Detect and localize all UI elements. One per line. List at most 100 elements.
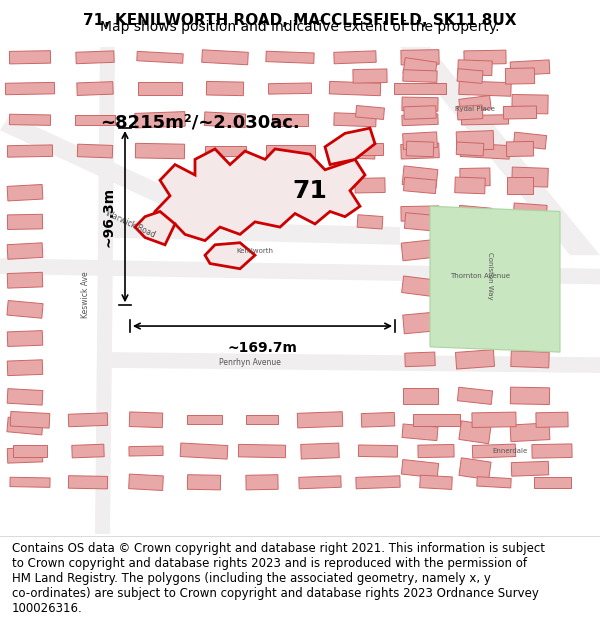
Polygon shape [135, 211, 175, 245]
Bar [458, 206, 491, 222]
Bar [297, 412, 343, 428]
Bar [187, 475, 221, 490]
Bar [238, 444, 286, 458]
Bar [510, 60, 550, 76]
Bar [511, 277, 550, 296]
Bar [455, 276, 495, 297]
Bar [512, 94, 548, 114]
Text: Penrhyn Avenue: Penrhyn Avenue [219, 358, 281, 367]
Bar [511, 240, 548, 260]
Bar [205, 146, 245, 156]
Bar [75, 114, 115, 125]
Polygon shape [430, 206, 560, 352]
Bar [72, 444, 104, 458]
Bar [503, 106, 536, 119]
Bar [457, 105, 483, 120]
Text: Kenilworth: Kenilworth [236, 248, 274, 254]
Text: Coniston Way: Coniston Way [487, 253, 493, 300]
Bar [68, 476, 107, 489]
Bar [403, 312, 437, 334]
Bar [512, 167, 548, 187]
Bar [405, 352, 435, 367]
Bar [266, 51, 314, 63]
Bar [472, 412, 516, 428]
Bar [511, 311, 549, 335]
Polygon shape [325, 128, 375, 164]
Bar [403, 177, 437, 194]
Bar [7, 418, 43, 435]
Bar [457, 214, 483, 229]
Bar [456, 142, 484, 156]
Bar [505, 68, 535, 84]
Bar [459, 421, 491, 444]
Bar [472, 444, 515, 458]
Bar [507, 177, 533, 194]
Bar [7, 301, 43, 318]
Text: 71, KENILWORTH ROAD, MACCLESFIELD, SK11 8UX: 71, KENILWORTH ROAD, MACCLESFIELD, SK11 … [83, 13, 517, 28]
Bar [355, 178, 385, 193]
Polygon shape [100, 220, 400, 245]
Bar [403, 70, 437, 82]
Bar [401, 459, 439, 478]
Bar [404, 213, 436, 231]
Polygon shape [95, 47, 115, 534]
Bar [455, 314, 494, 331]
Bar [511, 387, 550, 404]
Text: 71: 71 [293, 179, 328, 202]
Bar [458, 60, 492, 76]
Bar [246, 475, 278, 490]
Bar [7, 448, 43, 463]
Text: Contains OS data © Crown copyright and database right 2021. This information is : Contains OS data © Crown copyright and d… [12, 542, 545, 614]
Bar [138, 82, 182, 95]
Bar [511, 351, 549, 368]
Bar [510, 423, 550, 442]
Bar [461, 114, 509, 125]
Bar [5, 82, 55, 95]
Bar [135, 112, 185, 128]
Bar [464, 50, 506, 64]
Bar [418, 444, 454, 458]
Bar [477, 477, 511, 488]
Bar [13, 445, 47, 457]
Polygon shape [0, 258, 600, 284]
Bar [404, 106, 436, 119]
Bar [265, 145, 314, 158]
Bar [514, 132, 547, 149]
Bar [299, 476, 341, 489]
Bar [402, 166, 438, 188]
Bar [356, 476, 400, 489]
Bar [7, 242, 43, 259]
Text: ~169.7m: ~169.7m [227, 341, 298, 354]
Polygon shape [100, 352, 600, 373]
Bar [458, 239, 493, 261]
Bar [7, 184, 43, 201]
Bar [401, 143, 439, 159]
Bar [403, 132, 437, 149]
Bar [136, 143, 185, 159]
Bar [459, 81, 511, 96]
Text: Keswick Ave: Keswick Ave [80, 271, 89, 318]
Bar [10, 478, 50, 488]
Bar [10, 51, 50, 64]
Text: Warwick Road: Warwick Road [104, 209, 156, 239]
Bar [403, 58, 437, 78]
Bar [7, 272, 43, 288]
Bar [532, 444, 572, 458]
Bar [457, 69, 483, 83]
Bar [401, 206, 439, 221]
Bar [403, 388, 437, 404]
Bar [394, 83, 446, 94]
Bar [460, 168, 490, 186]
Bar [204, 112, 246, 128]
Text: ~8215m²/~2.030ac.: ~8215m²/~2.030ac. [100, 114, 300, 132]
Bar [401, 239, 439, 261]
Bar [301, 443, 339, 459]
Bar [511, 461, 549, 476]
Bar [457, 388, 493, 404]
Bar [137, 51, 183, 63]
Bar [334, 51, 376, 64]
Text: Thornton Avenue: Thornton Avenue [450, 273, 510, 279]
Bar [335, 143, 375, 159]
Text: ~96.3m: ~96.3m [101, 187, 115, 247]
Bar [401, 49, 439, 65]
